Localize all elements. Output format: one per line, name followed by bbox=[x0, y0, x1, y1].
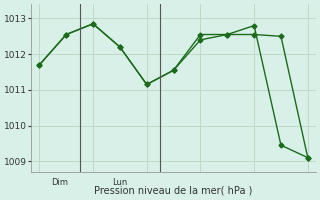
Text: Lun: Lun bbox=[112, 178, 128, 187]
X-axis label: Pression niveau de la mer( hPa ): Pression niveau de la mer( hPa ) bbox=[94, 186, 253, 196]
Text: Dim: Dim bbox=[51, 178, 68, 187]
